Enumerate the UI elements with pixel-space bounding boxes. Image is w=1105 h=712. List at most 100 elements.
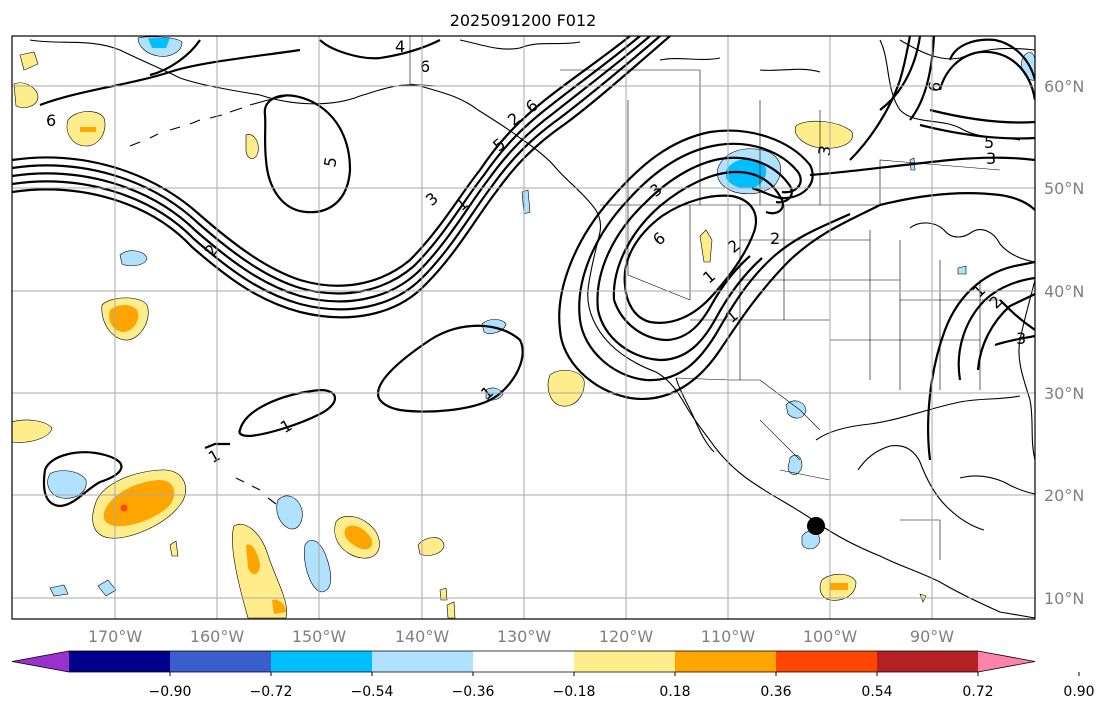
colorbar-segment	[69, 651, 171, 672]
colorbar-segment	[776, 651, 878, 672]
coastline-cuba	[959, 475, 1035, 495]
shade-blob-yellow	[232, 524, 287, 619]
contour-label: 4	[395, 37, 405, 56]
shade-blob-lightblue	[304, 540, 332, 593]
contour-line	[578, 142, 802, 321]
shade-blob-blue	[148, 38, 170, 48]
contour-line	[612, 170, 784, 301]
lon-label: 130°W	[497, 627, 552, 646]
lat-label: 50°N	[1044, 179, 1084, 198]
colorbar-tick-label: 0.18	[659, 684, 690, 700]
coastline-aleutians	[129, 95, 287, 147]
lon-label: 150°W	[292, 627, 347, 646]
shade-blob-orange	[80, 127, 96, 132]
map-title: 2025091200 F012	[450, 11, 597, 30]
lon-label: 90°W	[910, 627, 954, 646]
shade-blob-red	[120, 504, 128, 512]
shade-blob-lightblue	[787, 454, 803, 475]
shade-blob-yellow	[13, 82, 39, 108]
lat-label: 60°N	[1044, 77, 1084, 96]
contour-line	[12, 36, 631, 287]
border-us-mexico	[675, 377, 821, 431]
colorbar-tick-label: 0.72	[962, 684, 993, 700]
shade-blob-lightblue	[785, 400, 807, 419]
border-canada-provinces	[560, 69, 821, 205]
colorbar-tick-label: 0.36	[760, 684, 791, 700]
coastline-hawaii	[235, 477, 277, 505]
contour-line	[377, 324, 524, 413]
lat-label: 30°N	[1044, 384, 1084, 403]
shade-blob-yellow	[439, 587, 448, 601]
colorbar-tick-label: −0.72	[250, 684, 293, 700]
colorbar-segment	[372, 651, 474, 672]
shade-blob-yellow	[169, 540, 179, 557]
contour-line	[849, 36, 912, 161]
lon-label: 160°W	[190, 627, 245, 646]
contour-line	[919, 123, 1035, 140]
shade-blob-orange	[246, 544, 260, 575]
longitude-labels: 170°W 160°W 150°W 140°W 130°W 120°W 110°…	[88, 627, 954, 646]
lat-label: 10°N	[1044, 589, 1084, 608]
contour-line	[238, 388, 337, 438]
contour-line	[39, 48, 301, 107]
contour-label: 3	[1016, 329, 1026, 348]
contour-line	[263, 94, 352, 214]
shade-blob-orange	[830, 583, 848, 590]
colorbar-tick-label: −0.36	[452, 684, 495, 700]
shade-blob-orange	[272, 599, 286, 614]
lat-label: 40°N	[1044, 282, 1084, 301]
map-frame	[11, 35, 1036, 620]
lon-label: 140°W	[395, 627, 450, 646]
shade-blob-lightblue	[119, 250, 148, 267]
lon-label: 110°W	[701, 627, 756, 646]
contour-line	[596, 257, 763, 362]
colorbar-outline	[11, 650, 1036, 673]
shade-blob-lightblue	[276, 495, 303, 530]
contour-label: 3	[986, 149, 996, 168]
contour-label: 6	[420, 57, 430, 76]
coastlines	[29, 36, 1035, 619]
contour-line	[149, 39, 201, 77]
colorbar-tick-label: −0.54	[351, 684, 394, 700]
contour-line	[12, 36, 641, 295]
contour-label: 2	[770, 229, 780, 248]
coastline-west-coast	[587, 231, 1035, 619]
gridlines	[12, 36, 1035, 619]
colorbar-segment	[574, 651, 676, 672]
contour-line	[976, 293, 1035, 371]
shade-blob-orange	[103, 479, 175, 527]
shade-blob-yellow	[19, 51, 39, 71]
contour-line	[994, 334, 1035, 347]
lon-label: 170°W	[88, 627, 143, 646]
shade-blob-yellow	[699, 229, 713, 263]
shade-blob-lightblue	[97, 579, 117, 597]
colorbar-tick-label: −0.90	[149, 684, 192, 700]
lon-label: 100°W	[803, 627, 858, 646]
colorbar-tick-label: 0.90	[1063, 684, 1094, 700]
contour-line	[909, 36, 936, 121]
shade-blob-yellow	[446, 601, 456, 619]
shade-blob-lightblue	[47, 470, 87, 499]
contour-layer	[12, 36, 1035, 508]
colorbar-segment	[271, 651, 373, 672]
colorbar-extend-min	[12, 651, 69, 672]
lat-label: 20°N	[1044, 486, 1084, 505]
colorbar-segment	[473, 651, 575, 672]
shade-blob-yellow	[794, 120, 853, 149]
shade-blob-lightblue	[49, 584, 69, 597]
contour-line	[578, 213, 851, 382]
contour-line	[999, 299, 1035, 331]
contour-line	[596, 156, 793, 311]
contour-line	[948, 38, 1035, 81]
contour-line	[809, 156, 1035, 177]
contour-label: 5	[320, 155, 340, 168]
shade-blob-lightblue	[801, 530, 821, 550]
shade-blob-yellow	[547, 370, 585, 407]
border-mexico-states	[759, 419, 941, 560]
shade-blob-orange	[344, 525, 373, 550]
coastline-east	[1018, 279, 1035, 461]
shade-blob-orange	[109, 304, 139, 332]
colorbar-tick-label: −0.18	[553, 684, 596, 700]
contour-line	[42, 451, 123, 508]
